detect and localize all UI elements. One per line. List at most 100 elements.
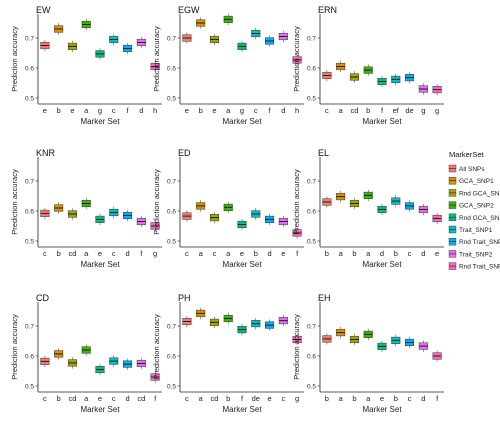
group-letter-el: b: [325, 249, 329, 258]
legend-label: All SNPs: [459, 166, 485, 173]
panel-title-ed: ED: [178, 148, 191, 158]
group-letter-ew: d: [139, 106, 143, 115]
group-letter-egw: e: [212, 106, 216, 115]
group-letter-el: d: [380, 249, 384, 258]
group-letter-ew: e: [43, 106, 47, 115]
group-letter-ph: e: [267, 394, 271, 403]
legend-title: MarkerSet: [449, 150, 485, 159]
group-letter-el: c: [408, 249, 412, 258]
group-letter-egw: d: [281, 106, 285, 115]
group-letter-cd: c: [112, 394, 116, 403]
group-letter-cd: cd: [68, 394, 76, 403]
group-letter-cd: a: [84, 394, 89, 403]
group-letter-ern: de: [405, 106, 413, 115]
group-letter-ph: f: [241, 394, 244, 403]
group-letter-ed: a: [199, 249, 204, 258]
y-axis-label-el: Prediction accuracy: [292, 169, 301, 235]
group-letter-ph: c: [185, 394, 189, 403]
group-letter-cd: c: [43, 394, 47, 403]
y-tick-label-ern: 0.7: [307, 35, 316, 42]
y-tick-label-eh: 0.6: [307, 353, 316, 360]
x-axis-label-ed: Marker Set: [222, 260, 262, 269]
group-letter-ew: e: [70, 106, 74, 115]
group-letter-knr: c: [43, 249, 47, 258]
group-letter-el: b: [394, 249, 398, 258]
group-letter-ern: g: [421, 106, 425, 115]
group-letter-eh: c: [408, 394, 412, 403]
x-axis-label-ern: Marker Set: [362, 117, 402, 126]
group-letter-ed: e: [281, 249, 285, 258]
group-letter-ed: b: [254, 249, 258, 258]
group-letter-egw: h: [295, 106, 299, 115]
group-letter-ph: g: [295, 394, 299, 403]
group-letter-egw: g: [240, 106, 244, 115]
x-axis-label-cd: Marker Set: [80, 405, 120, 414]
y-tick-label-knr: 0.6: [25, 208, 34, 215]
legend-label: Trait_SNP1: [459, 227, 493, 234]
y-axis-label-eh: Prediction accuracy: [292, 314, 301, 380]
group-letter-knr: d: [125, 249, 129, 258]
group-letter-knr: e: [98, 249, 102, 258]
y-tick-label-ph: 0.5: [167, 383, 176, 390]
group-letter-ern: f: [381, 106, 384, 115]
legend-label: Rnd Trait_SNP2: [459, 264, 500, 271]
group-letter-egw: b: [199, 106, 203, 115]
panel-title-eh: EH: [318, 293, 331, 303]
group-letter-ph: de: [252, 394, 260, 403]
y-tick-label-cd: 0.5: [25, 383, 34, 390]
y-tick-label-ed: 0.7: [167, 178, 176, 185]
group-letter-ed: e: [240, 249, 244, 258]
group-letter-ph: b: [226, 394, 230, 403]
group-letter-ed: f: [296, 249, 299, 258]
group-letter-el: e: [435, 249, 439, 258]
group-letter-egw: e: [185, 106, 189, 115]
group-letter-ern: g: [435, 106, 439, 115]
legend-label: Rnd GCA_SNP1: [459, 190, 500, 197]
group-letter-ew: b: [57, 106, 61, 115]
panel-title-egw: EGW: [178, 5, 200, 15]
group-letter-ph: a: [199, 394, 204, 403]
group-letter-ew: a: [84, 106, 89, 115]
y-tick-label-ed: 0.5: [167, 238, 176, 245]
x-axis-label-eh: Marker Set: [362, 405, 402, 414]
y-tick-label-eh: 0.7: [307, 323, 316, 330]
group-letter-el: d: [421, 249, 425, 258]
panel-title-el: EL: [318, 148, 329, 158]
group-letter-ph: c: [281, 394, 285, 403]
panel-title-ern: ERN: [318, 5, 337, 15]
group-letter-knr: c: [112, 249, 116, 258]
x-axis-label-knr: Marker Set: [80, 260, 120, 269]
y-tick-label-ed: 0.6: [167, 208, 176, 215]
y-tick-label-ph: 0.6: [167, 353, 176, 360]
group-letter-ern: c: [325, 106, 329, 115]
group-letter-eh: b: [394, 394, 398, 403]
group-letter-ew: g: [98, 106, 102, 115]
group-letter-cd: f: [154, 394, 157, 403]
legend-label: Rnd Trait_SNP1: [459, 239, 500, 246]
group-letter-egw: f: [269, 106, 272, 115]
panel-title-cd: CD: [36, 293, 49, 303]
group-letter-knr: f: [140, 249, 143, 258]
y-axis-label-knr: Prediction accuracy: [10, 169, 19, 235]
y-tick-label-ew: 0.6: [25, 65, 34, 72]
group-letter-eh: d: [421, 394, 425, 403]
group-letter-ew: c: [112, 106, 116, 115]
group-letter-eh: b: [352, 394, 356, 403]
group-letter-eh: e: [380, 394, 384, 403]
y-tick-label-ew: 0.5: [25, 95, 34, 102]
group-letter-ed: d: [267, 249, 271, 258]
group-letter-el: a: [366, 249, 371, 258]
legend-label: GCA_SNP1: [459, 178, 494, 185]
y-axis-label-ph: Prediction accuracy: [152, 314, 161, 380]
group-letter-ew: h: [153, 106, 157, 115]
y-axis-label-egw: Prediction accuracy: [152, 26, 161, 92]
y-axis-label-ern: Prediction accuracy: [292, 26, 301, 92]
group-letter-eh: a: [339, 394, 344, 403]
group-letter-ern: cd: [350, 106, 358, 115]
legend-label: GCA_SNP2: [459, 203, 494, 210]
legend-label: Trait_SNP2: [459, 251, 493, 258]
panel-title-ew: EW: [36, 5, 51, 15]
group-letter-eh: f: [436, 394, 439, 403]
group-letter-cd: e: [98, 394, 102, 403]
